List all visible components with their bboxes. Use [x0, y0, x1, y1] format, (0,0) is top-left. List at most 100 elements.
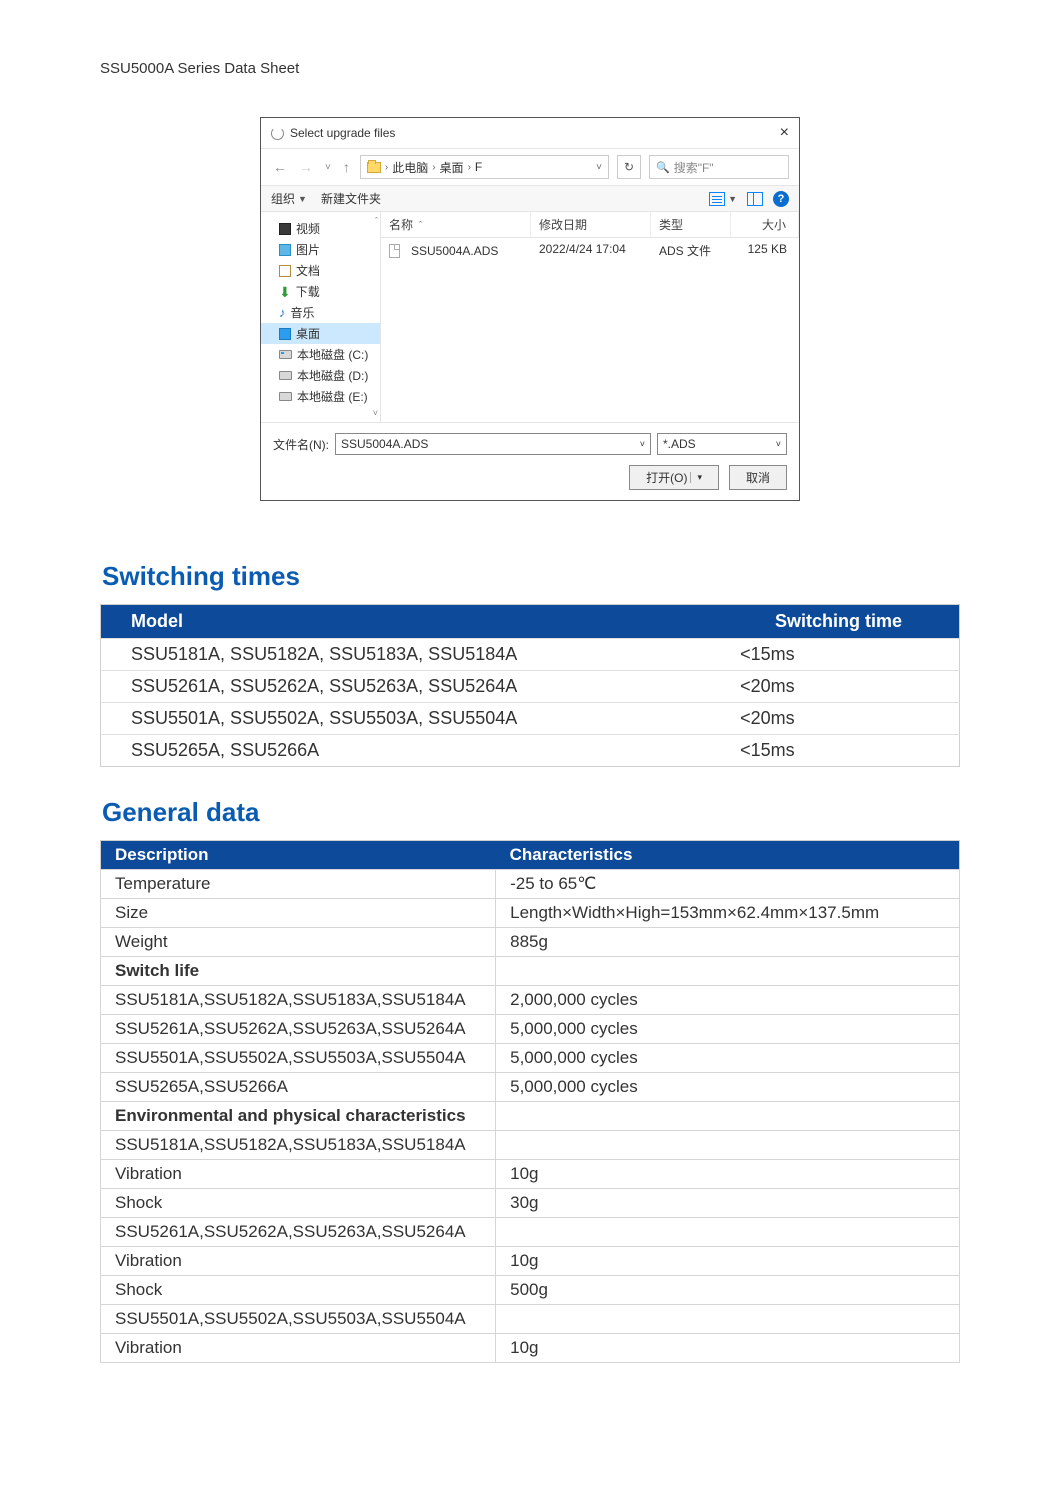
breadcrumb-seg[interactable]: 此电脑: [392, 159, 428, 176]
page-header: SSU5000A Series Data Sheet: [100, 60, 960, 77]
nav-tree: ˆ 视频图片文档⬇下载♪音乐桌面本地磁盘 (C:) 本地磁盘 (D:) 本地磁盘 (…: [261, 212, 381, 422]
table-cell: 5,000,000 cycles: [496, 1073, 960, 1102]
file-type: ADS 文件: [651, 238, 731, 263]
file-row[interactable]: SSU5004A.ADS 2022/4/24 17:04 ADS 文件 125 …: [381, 238, 799, 263]
table-cell: [496, 957, 960, 986]
col-type[interactable]: 类型: [651, 212, 731, 237]
table-cell: 10g: [496, 1334, 960, 1363]
tree-item-label: 本地磁盘 (D:): [297, 367, 368, 384]
tree-item[interactable]: 本地磁盘 (C:): [261, 344, 380, 365]
drive-icon: [279, 392, 292, 401]
tree-item-label: 视频: [296, 220, 320, 237]
table-row: Environmental and physical characteristi…: [101, 1102, 960, 1131]
breadcrumb-seg[interactable]: 桌面: [440, 159, 464, 176]
view-list-icon[interactable]: ▼: [709, 192, 737, 206]
table-cell: Weight: [101, 928, 496, 957]
file-icon: [389, 244, 400, 258]
folder-icon: [367, 162, 381, 173]
tree-item[interactable]: 本地磁盘 (E:): [261, 386, 380, 407]
new-folder-button[interactable]: 新建文件夹: [321, 190, 381, 207]
table-header: Description: [101, 841, 496, 870]
sort-asc-icon: ˆ: [419, 220, 422, 230]
tree-item[interactable]: 图片: [261, 239, 380, 260]
tree-item[interactable]: 桌面: [261, 323, 380, 344]
col-name[interactable]: 名称ˆ: [381, 212, 531, 237]
breadcrumb[interactable]: › 此电脑 › 桌面 › F ˅: [360, 155, 609, 179]
table-cell: Vibration: [101, 1247, 496, 1276]
table-row: SSU5265A,SSU5266A5,000,000 cycles: [101, 1073, 960, 1102]
table-row: SSU5265A, SSU5266A<15ms: [101, 735, 960, 767]
table-cell: SSU5261A, SSU5262A, SSU5263A, SSU5264A: [101, 671, 719, 703]
table-row: Vibration10g: [101, 1247, 960, 1276]
tree-item[interactable]: 本地磁盘 (D:): [261, 365, 380, 386]
refresh-button[interactable]: ↻: [617, 155, 641, 179]
up-icon[interactable]: ↑: [341, 159, 352, 175]
scroll-up-icon[interactable]: ˆ: [375, 216, 378, 226]
breadcrumb-dropdown-icon[interactable]: ˅: [596, 162, 602, 173]
table-row: SSU5261A, SSU5262A, SSU5263A, SSU5264A<2…: [101, 671, 960, 703]
preview-pane-icon[interactable]: [747, 192, 763, 206]
table-row: Vibration10g: [101, 1334, 960, 1363]
table-cell: SSU5261A,SSU5262A,SSU5263A,SSU5264A: [101, 1218, 496, 1247]
switching-times-table: ModelSwitching timeSSU5181A, SSU5182A, S…: [100, 604, 960, 767]
col-size[interactable]: 大小: [731, 212, 799, 237]
table-row: SSU5501A, SSU5502A, SSU5503A, SSU5504A<2…: [101, 703, 960, 735]
drive-icon: [279, 371, 292, 380]
table-row: SSU5181A,SSU5182A,SSU5183A,SSU5184A: [101, 1131, 960, 1160]
search-input[interactable]: 🔍 搜索"F": [649, 155, 789, 179]
close-icon[interactable]: ×: [780, 124, 789, 142]
table-cell: <15ms: [718, 735, 959, 767]
table-row: SSU5261A,SSU5262A,SSU5263A,SSU5264A5,000…: [101, 1015, 960, 1044]
table-row: SSU5261A,SSU5262A,SSU5263A,SSU5264A: [101, 1218, 960, 1247]
drive-icon: [279, 350, 292, 359]
table-cell: SSU5261A,SSU5262A,SSU5263A,SSU5264A: [101, 1015, 496, 1044]
table-cell: Shock: [101, 1189, 496, 1218]
table-header: Characteristics: [496, 841, 960, 870]
table-cell: [496, 1131, 960, 1160]
search-icon: 🔍: [656, 161, 670, 174]
table-cell: 500g: [496, 1276, 960, 1305]
table-cell: -25 to 65℃: [496, 870, 960, 899]
nav-address-row: ← → ˅ ↑ › 此电脑 › 桌面 › F ˅ ↻ 🔍 搜索"F": [261, 149, 799, 185]
table-header: Switching time: [718, 605, 959, 639]
table-cell: 30g: [496, 1189, 960, 1218]
recent-dropdown-icon[interactable]: ˅: [323, 162, 333, 173]
scroll-down-icon[interactable]: ˅: [373, 408, 378, 418]
filename-input[interactable]: SSU5004A.ADS˅: [335, 433, 651, 455]
table-cell: SSU5181A,SSU5182A,SSU5183A,SSU5184A: [101, 1131, 496, 1160]
file-type-filter[interactable]: *.ADS˅: [657, 433, 787, 455]
tree-item-label: 图片: [296, 241, 320, 258]
organize-menu[interactable]: 组织▼: [271, 190, 307, 207]
dialog-title: Select upgrade files: [290, 126, 395, 140]
table-cell: SSU5501A, SSU5502A, SSU5503A, SSU5504A: [101, 703, 719, 735]
table-cell: SSU5265A,SSU5266A: [101, 1073, 496, 1102]
table-row: SSU5181A, SSU5182A, SSU5183A, SSU5184A<1…: [101, 639, 960, 671]
back-icon[interactable]: ←: [271, 159, 289, 175]
forward-icon[interactable]: →: [297, 159, 315, 175]
table-row: Switch life: [101, 957, 960, 986]
table-row: SSU5181A,SSU5182A,SSU5183A,SSU5184A2,000…: [101, 986, 960, 1015]
open-button[interactable]: 打开(O)▾: [629, 465, 719, 490]
cancel-button[interactable]: 取消: [729, 465, 787, 490]
breadcrumb-seg[interactable]: F: [475, 160, 482, 174]
section-title-general: General data: [102, 797, 960, 828]
tree-item[interactable]: ⬇下载: [261, 281, 380, 302]
tree-item[interactable]: ♪音乐: [261, 302, 380, 323]
tree-item-label: 下载: [296, 283, 320, 300]
table-cell: <20ms: [718, 703, 959, 735]
table-cell: <20ms: [718, 671, 959, 703]
help-icon[interactable]: ?: [773, 191, 789, 207]
table-cell: Switch life: [101, 957, 496, 986]
table-cell: Vibration: [101, 1334, 496, 1363]
file-size: 125 KB: [731, 238, 799, 263]
tree-item[interactable]: 文档: [261, 260, 380, 281]
table-cell: Vibration: [101, 1160, 496, 1189]
col-date[interactable]: 修改日期: [531, 212, 651, 237]
table-cell: SSU5181A, SSU5182A, SSU5183A, SSU5184A: [101, 639, 719, 671]
table-row: SizeLength×Width×High=153mm×62.4mm×137.5…: [101, 899, 960, 928]
table-header: Model: [101, 605, 719, 639]
tree-item[interactable]: 视频: [261, 218, 380, 239]
table-row: Shock30g: [101, 1189, 960, 1218]
section-title-switching: Switching times: [102, 561, 960, 592]
app-icon: [271, 127, 284, 140]
